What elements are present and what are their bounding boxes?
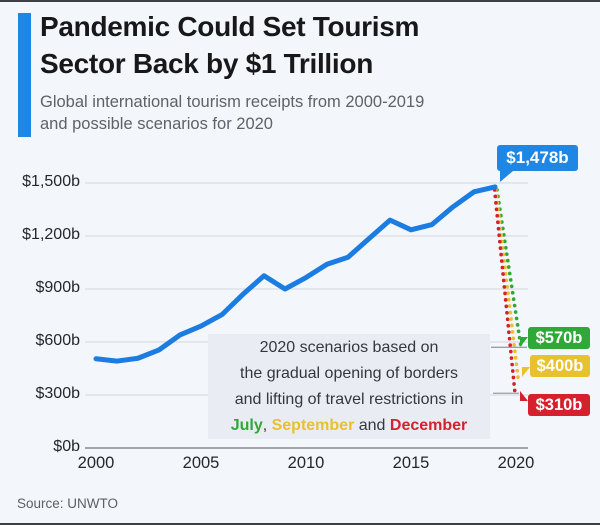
- x-tick-label: 2015: [392, 454, 430, 472]
- scenario-september-text: $400b: [536, 356, 584, 375]
- peak-label-pointer-icon: [500, 171, 513, 182]
- annotation-line2: the gradual opening of borders: [240, 364, 458, 382]
- x-tick-label: 2020: [497, 454, 535, 472]
- scenario-december-label: $310b: [520, 391, 590, 416]
- month-december: December: [389, 416, 468, 434]
- x-tick-label: 2010: [287, 454, 325, 472]
- scenario-december-text: $310b: [535, 395, 583, 414]
- page-title-line2: Sector Back by $1 Trillion: [40, 48, 373, 79]
- scenario-july-label: $570b: [520, 327, 590, 349]
- scenario-annotation-box: 2020 scenarios based on the gradual open…: [208, 334, 490, 439]
- y-tick-label: $900b: [35, 279, 81, 296]
- x-tick-label: 2000: [77, 454, 115, 472]
- y-tick-label: $600b: [35, 332, 81, 349]
- x-tick-label: 2005: [182, 454, 220, 472]
- peak-value-text: $1,478b: [506, 148, 569, 167]
- annotation-months-line: July, September and December: [208, 413, 490, 439]
- scenario-july-pointer-icon: [520, 337, 528, 347]
- annotation-line3: and lifting of travel restrictions in: [234, 390, 464, 408]
- scenario-december-pointer-icon: [520, 391, 528, 401]
- page-subtitle-line1: Global international tourism receipts fr…: [40, 93, 425, 111]
- annotation-line1: 2020 scenarios based on: [259, 338, 439, 356]
- source-credit: Source: UNWTO: [17, 496, 119, 511]
- page-subtitle: Global international tourism receipts fr…: [40, 91, 580, 135]
- y-tick-label: $1,500b: [22, 173, 80, 190]
- page-title-line1: Pandemic Could Set Tourism: [40, 11, 420, 42]
- y-tick-label: $0b: [53, 438, 80, 455]
- scenario-july-text: $570b: [535, 328, 583, 347]
- scenario-september-pointer-icon: [522, 367, 530, 377]
- y-tick-label: $1,200b: [22, 226, 80, 243]
- scenario-september-label: $400b: [522, 355, 590, 377]
- y-tick-label: $300b: [35, 385, 81, 402]
- page-title: Pandemic Could Set Tourism Sector Back b…: [40, 8, 590, 82]
- peak-value-label: $1,478b: [497, 145, 578, 182]
- month-september: September: [271, 416, 355, 434]
- title-accent-bar: [18, 13, 31, 137]
- month-conjunction: and: [354, 416, 390, 434]
- month-separator: ,: [262, 416, 272, 434]
- page-subtitle-line2: and possible scenarios for 2020: [40, 115, 273, 133]
- month-july: July: [230, 416, 263, 434]
